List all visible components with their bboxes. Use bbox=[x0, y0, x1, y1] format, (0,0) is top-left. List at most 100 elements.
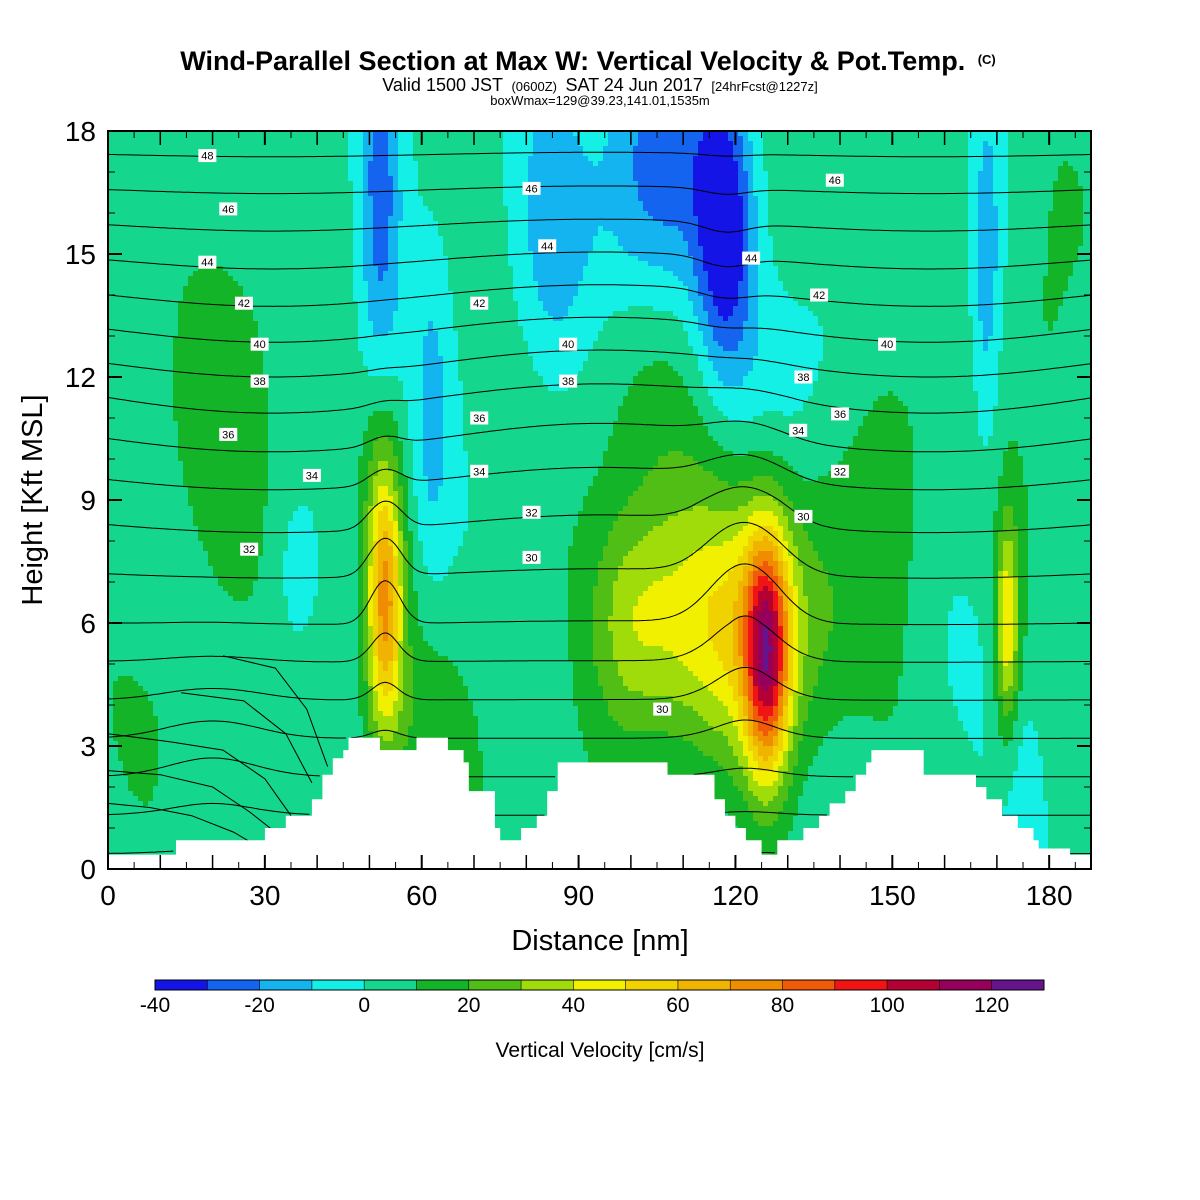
field-cell bbox=[148, 201, 154, 207]
field-cell bbox=[348, 136, 354, 142]
field-cell bbox=[1078, 201, 1084, 207]
field-cell bbox=[818, 206, 824, 212]
field-cell bbox=[593, 196, 599, 202]
field-cell bbox=[258, 151, 264, 157]
field-cell bbox=[558, 151, 564, 157]
field-cell bbox=[718, 251, 724, 257]
field-cell bbox=[663, 166, 669, 172]
field-cell bbox=[403, 151, 409, 157]
field-cell bbox=[708, 236, 714, 242]
field-cell bbox=[158, 191, 164, 197]
field-cell bbox=[493, 211, 499, 217]
field-cell bbox=[423, 226, 429, 232]
field-cell bbox=[933, 201, 939, 207]
field-cell bbox=[223, 186, 229, 192]
field-cell bbox=[1083, 166, 1089, 172]
field-cell bbox=[903, 211, 909, 217]
field-cell bbox=[678, 206, 684, 212]
field-cell bbox=[963, 176, 969, 182]
field-cell bbox=[203, 251, 209, 257]
field-cell bbox=[148, 151, 154, 157]
field-cell bbox=[648, 236, 654, 242]
field-cell bbox=[533, 211, 539, 217]
field-cell bbox=[583, 151, 589, 157]
field-cell bbox=[1043, 231, 1049, 237]
field-cell bbox=[143, 171, 149, 177]
field-cell bbox=[983, 131, 989, 137]
field-cell bbox=[168, 231, 174, 237]
field-cell bbox=[423, 256, 429, 262]
field-cell bbox=[718, 246, 724, 252]
field-cell bbox=[303, 131, 309, 137]
field-cell bbox=[663, 176, 669, 182]
field-cell bbox=[348, 241, 354, 247]
field-cell bbox=[563, 131, 569, 137]
field-cell bbox=[173, 251, 179, 257]
field-cell bbox=[1058, 196, 1064, 202]
field-cell bbox=[773, 216, 779, 222]
field-cell bbox=[1013, 171, 1019, 177]
field-cell bbox=[628, 201, 634, 207]
field-cell bbox=[358, 211, 364, 217]
field-cell bbox=[513, 221, 519, 227]
field-cell bbox=[563, 196, 569, 202]
field-cell bbox=[118, 226, 124, 232]
field-cell bbox=[483, 146, 489, 152]
field-cell bbox=[593, 146, 599, 152]
field-cell bbox=[398, 151, 404, 157]
field-cell bbox=[743, 186, 749, 192]
field-cell bbox=[588, 226, 594, 232]
field-cell bbox=[373, 131, 379, 137]
field-cell bbox=[903, 141, 909, 147]
field-cell bbox=[883, 241, 889, 247]
field-cell bbox=[213, 186, 219, 192]
field-cell bbox=[618, 226, 624, 232]
field-cell bbox=[968, 216, 974, 222]
field-cell bbox=[558, 186, 564, 192]
field-cell bbox=[698, 246, 704, 252]
field-cell bbox=[678, 226, 684, 232]
field-cell bbox=[143, 136, 149, 142]
field-cell bbox=[963, 186, 969, 192]
field-cell bbox=[983, 241, 989, 247]
field-cell bbox=[123, 251, 129, 257]
field-cell bbox=[268, 176, 274, 182]
field-cell bbox=[613, 236, 619, 242]
field-cell bbox=[353, 241, 359, 247]
field-cell bbox=[918, 181, 924, 187]
field-cell bbox=[338, 191, 344, 197]
field-cell bbox=[123, 171, 129, 177]
field-cell bbox=[358, 136, 364, 142]
field-cell bbox=[528, 136, 534, 142]
field-cell bbox=[513, 136, 519, 142]
field-cell bbox=[973, 241, 979, 247]
field-cell bbox=[778, 166, 784, 172]
field-cell bbox=[338, 246, 344, 252]
field-cell bbox=[733, 201, 739, 207]
field-cell bbox=[1053, 146, 1059, 152]
field-cell bbox=[418, 166, 424, 172]
field-cell bbox=[728, 236, 734, 242]
field-cell bbox=[233, 186, 239, 192]
field-cell bbox=[963, 221, 969, 227]
field-cell bbox=[1053, 186, 1059, 192]
field-cell bbox=[588, 146, 594, 152]
field-cell bbox=[1068, 206, 1074, 212]
field-cell bbox=[623, 191, 629, 197]
field-cell bbox=[208, 196, 214, 202]
field-cell bbox=[613, 241, 619, 247]
field-cell bbox=[148, 196, 154, 202]
field-cell bbox=[933, 226, 939, 232]
field-cell bbox=[263, 196, 269, 202]
field-cell bbox=[133, 251, 139, 257]
field-cell bbox=[808, 161, 814, 167]
field-cell bbox=[583, 136, 589, 142]
field-cell bbox=[268, 161, 274, 167]
field-cell bbox=[368, 186, 374, 192]
field-cell bbox=[223, 256, 229, 262]
field-cell bbox=[723, 231, 729, 237]
field-cell bbox=[1038, 231, 1044, 237]
field-cell bbox=[908, 176, 914, 182]
field-cell bbox=[118, 176, 124, 182]
field-cell bbox=[933, 221, 939, 227]
